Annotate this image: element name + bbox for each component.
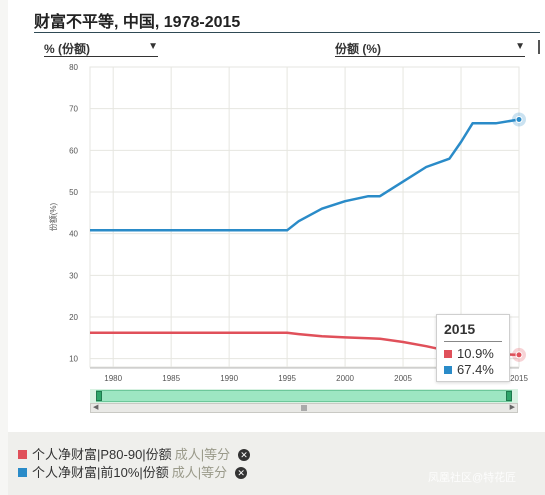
title-bar: 财富不平等, 中国, 1978-2015 xyxy=(34,6,540,33)
legend-item-p80-90[interactable]: 个人净财富|P80-90|份额 成人|等分 ✕ xyxy=(18,444,251,462)
y-tick-label: 40 xyxy=(69,230,78,239)
tooltip-row-top10: 67.4% xyxy=(444,362,494,377)
page-left-edge xyxy=(0,0,8,495)
x-tick-label: 2000 xyxy=(336,374,354,383)
y-tick-label: 80 xyxy=(69,63,78,72)
slider-start-handle[interactable] xyxy=(96,391,102,401)
tooltip-value-p80-90: 10.9% xyxy=(457,346,494,361)
tooltip-year: 2015 xyxy=(444,321,476,337)
legend-unit: 成人|等分 xyxy=(174,447,231,462)
y-tick-label: 30 xyxy=(69,271,78,280)
legend-item-top10[interactable]: 个人净财富|前10%|份额 成人|等分 ✕ xyxy=(18,462,248,480)
series-line-top10 xyxy=(90,118,520,232)
y-tick-label: 70 xyxy=(69,105,78,114)
y-tick-label: 50 xyxy=(69,188,78,197)
series-layer xyxy=(90,112,526,362)
unit-selector[interactable]: % (份额) ▼ xyxy=(44,40,158,57)
legend-swatch-red xyxy=(18,450,27,459)
tooltip-row-p80-90: 10.9% xyxy=(444,346,494,361)
tooltip-value-top10: 67.4% xyxy=(457,362,494,377)
highlight-point xyxy=(515,116,523,123)
x-tick-label: 1985 xyxy=(162,374,180,383)
chart-title: 财富不平等, 中国, 1978-2015 xyxy=(34,14,241,31)
measure-selector[interactable]: 份额 (%) ▼ xyxy=(335,40,525,57)
x-tick-label: 2005 xyxy=(394,374,412,383)
horizontal-scrollbar[interactable]: ◀ ▶ xyxy=(90,403,518,413)
legend-swatch-blue xyxy=(18,468,27,477)
y-tick-label: 60 xyxy=(69,146,78,155)
y-tick-label: 20 xyxy=(69,313,78,322)
scroll-grip[interactable] xyxy=(301,405,307,411)
hover-tooltip: 2015 10.9% 67.4% xyxy=(436,314,510,382)
watermark: 凤凰社区@特花匠 xyxy=(428,472,517,484)
chevron-down-icon: ▼ xyxy=(515,41,525,52)
remove-series-icon[interactable]: ✕ xyxy=(238,449,251,461)
chevron-down-icon: ▼ xyxy=(148,41,158,52)
tooltip-swatch-red xyxy=(444,350,452,358)
highlight-point xyxy=(515,351,523,359)
measure-selector-label: 份额 (%) xyxy=(335,42,381,56)
scroll-left-icon[interactable]: ◀ xyxy=(93,404,99,411)
y-axis-label: 份额(%) xyxy=(48,202,58,231)
panel-edge-marker xyxy=(538,40,540,54)
slider-selected-range[interactable] xyxy=(96,390,512,402)
time-range-slider[interactable]: ◀ ▶ xyxy=(90,389,518,413)
x-tick-label: 1995 xyxy=(278,374,296,383)
x-tick-label: 2015 xyxy=(510,374,528,383)
legend-unit: 成人|等分 xyxy=(171,465,228,480)
slider-end-handle[interactable] xyxy=(506,391,512,401)
tooltip-divider xyxy=(444,341,502,342)
y-tick-label: 10 xyxy=(69,355,78,364)
tooltip-swatch-blue xyxy=(444,366,452,374)
remove-series-icon[interactable]: ✕ xyxy=(235,467,248,479)
legend: 个人净财富|P80-90|份额 成人|等分 ✕ 个人净财富|前10%|份额 成人|等分… xyxy=(8,432,545,495)
legend-label: 个人净财富|P80-90|份额 xyxy=(32,447,172,462)
scroll-right-icon[interactable]: ▶ xyxy=(509,404,515,411)
unit-selector-label: % (份额) xyxy=(44,42,90,56)
x-tick-label: 1980 xyxy=(104,374,122,383)
x-tick-label: 1990 xyxy=(220,374,238,383)
legend-label: 个人净财富|前10%|份额 xyxy=(32,465,169,480)
